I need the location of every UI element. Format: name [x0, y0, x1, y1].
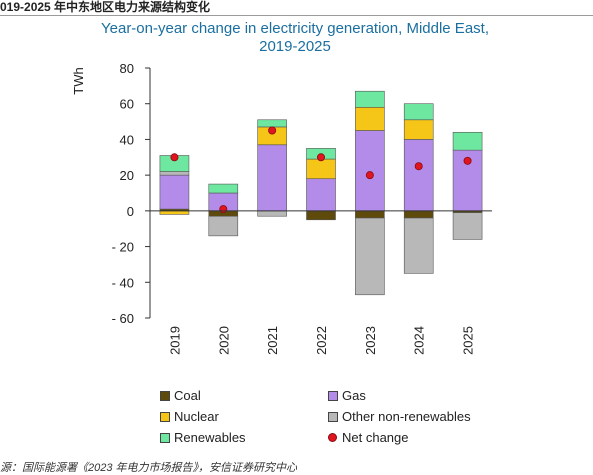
bar-segment-other-non-renewables-2023	[355, 217, 385, 296]
y-tick-label: 40	[120, 132, 134, 147]
legend-item-renewables: Renewables	[160, 430, 246, 445]
bar-segment-gas-2019	[159, 174, 190, 210]
legend-item-nuclear: Nuclear	[160, 409, 219, 424]
legend-label-other-non-renewables: Other non-renewables	[342, 409, 471, 424]
net-change-point-2020	[219, 205, 228, 214]
bar-segment-renewables-2021	[257, 119, 287, 128]
bar-segment-other-non-renewables-2020	[208, 215, 239, 237]
bar-segment-other-non-renewables-2021	[257, 210, 287, 217]
y-axis-label: TWh	[71, 67, 86, 94]
legend-swatch-nuclear	[160, 411, 170, 422]
x-tick-label-2019: 2019	[167, 326, 182, 355]
bar-segment-gas-2023	[355, 130, 385, 212]
legend-label-coal: Coal	[174, 388, 201, 403]
legend-swatch-gas	[328, 390, 338, 401]
y-tick-label: - 40	[112, 275, 134, 290]
bar-segment-nuclear-2023	[355, 106, 385, 131]
bar-segment-gas-2022	[306, 178, 336, 212]
legend-swatch-coal	[160, 390, 170, 401]
net-change-point-2022	[316, 153, 325, 162]
bar-segment-nuclear-2024	[403, 119, 434, 140]
x-tick-label-2024: 2024	[412, 326, 427, 355]
y-tick-label: 80	[120, 61, 134, 76]
bar-segment-coal-2022	[306, 210, 336, 221]
bar-segment-gas-2021	[257, 144, 287, 212]
legend-label-gas: Gas	[342, 388, 366, 403]
net-change-point-2025	[463, 156, 472, 165]
legend-item-gas: Gas	[328, 388, 366, 403]
bar-segment-renewables-2024	[403, 103, 434, 121]
legend-label-net-change: Net change	[342, 430, 409, 445]
page-header-title: 019-2025 年中东地区电力来源结构变化	[0, 0, 211, 14]
x-tick-label-2021: 2021	[265, 326, 280, 355]
legend-item-coal: Coal	[160, 388, 201, 403]
bar-segment-gas-2024	[403, 139, 434, 212]
bar-segment-nuclear-2022	[306, 158, 336, 180]
chart-title-line-1: Year-on-year change in electricity gener…	[101, 20, 489, 37]
chart-title-line-2: 2019-2025	[259, 38, 331, 55]
legend-swatch-other-non-renewables	[328, 411, 338, 422]
x-tick-label-2020: 2020	[216, 326, 231, 355]
bar-segment-coal-2023	[355, 210, 385, 219]
x-tick-label-2025: 2025	[461, 326, 476, 355]
bar-segment-nuclear-2019	[159, 210, 190, 215]
legend-label-renewables: Renewables	[174, 430, 246, 445]
bar-segment-other-non-renewables-2019	[159, 171, 190, 176]
y-tick-label: 20	[120, 168, 134, 183]
x-tick-label-2023: 2023	[363, 326, 378, 355]
net-change-point-2021	[268, 126, 277, 135]
legend-marker-net-change	[328, 433, 337, 442]
bar-segment-other-non-renewables-2024	[403, 217, 434, 274]
header-divider	[0, 15, 593, 16]
x-tick-label-2022: 2022	[314, 326, 329, 355]
y-tick-label: 0	[127, 204, 134, 219]
y-tick-label: 60	[120, 97, 134, 112]
bar-segment-renewables-2025	[452, 131, 483, 151]
bar-segment-renewables-2020	[208, 183, 239, 194]
chart-title: Year-on-year change in electricity gener…	[60, 20, 530, 56]
bar-segment-renewables-2023	[355, 90, 385, 108]
bar-segment-coal-2024	[403, 210, 434, 219]
source-note: 源：国际能源署《2023 年电力市场报告》，安信证券研究中心	[0, 462, 298, 474]
bar-segment-other-non-renewables-2025	[452, 212, 483, 240]
net-change-point-2019	[170, 153, 179, 162]
y-tick-label: - 20	[112, 240, 134, 255]
legend-item-other-non-renewables: Other non-renewables	[328, 409, 471, 424]
net-change-point-2024	[414, 162, 423, 171]
legend-swatch-renewables	[160, 432, 170, 443]
net-change-point-2023	[365, 171, 374, 180]
y-tick-label: - 60	[112, 311, 134, 326]
legend-label-nuclear: Nuclear	[174, 409, 219, 424]
legend-item-net-change: Net change	[328, 430, 409, 445]
